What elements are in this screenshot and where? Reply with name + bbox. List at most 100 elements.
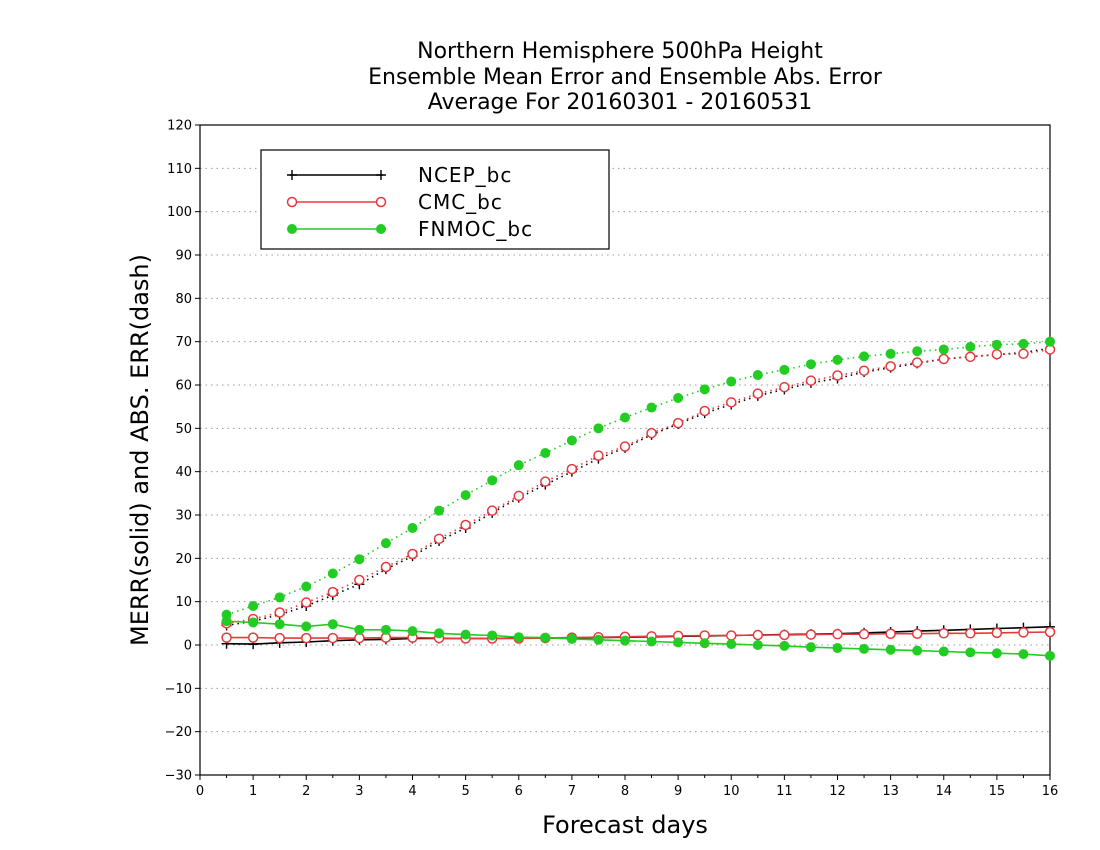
data-point-cmc-bc-merr <box>938 628 949 639</box>
data-point-cmc-bc-abs-err <box>301 597 312 608</box>
data-point-fnmoc-bc-abs-err <box>434 505 445 516</box>
y-tick-label: 50 <box>175 422 192 437</box>
data-point-cmc-bc-merr <box>247 632 259 643</box>
x-tick-label: 5 <box>461 784 469 799</box>
data-point-cmc-bc-merr <box>911 628 923 639</box>
data-point-fnmoc-bc-merr <box>460 629 471 640</box>
data-point-cmc-bc-abs-err <box>699 405 710 417</box>
y-axis: −30 −20 −10 0 10 20 30 40 50 60 70 80 90 100 110 120 <box>165 119 200 784</box>
x-tick-label: 6 <box>515 784 523 799</box>
data-point-fnmoc-bc-abs-err <box>646 402 657 413</box>
series-cmc-bc <box>221 344 1056 644</box>
data-point-fnmoc-bc-merr <box>1045 650 1055 661</box>
data-point-fnmoc-bc-merr <box>380 624 391 635</box>
y-tick-label: 70 <box>175 335 192 350</box>
data-point-fnmoc-bc-merr <box>832 643 843 654</box>
chart-title-line-1: Northern Hemisphere 500hPa Height <box>417 39 823 64</box>
series-line-ncep-bc-abs-err <box>226 347 1051 627</box>
legend-marker <box>286 196 298 208</box>
data-point-fnmoc-bc-abs-err <box>566 435 577 446</box>
y-tick-label: 120 <box>167 119 192 134</box>
series-line-fnmoc-bc-abs-err <box>226 340 1051 616</box>
y-axis-label: MERR(solid) and ABS. ERR(dash) <box>126 254 154 646</box>
data-point-fnmoc-bc-merr <box>248 617 259 628</box>
data-point-cmc-bc-abs-err <box>327 586 339 598</box>
data-point-fnmoc-bc-merr <box>752 640 763 650</box>
y-tick-label: −20 <box>165 725 192 740</box>
data-point-fnmoc-bc-merr <box>593 634 604 645</box>
x-tick-label: 4 <box>408 784 416 799</box>
x-tick-label: 11 <box>776 784 793 799</box>
data-point-cmc-bc-abs-err <box>513 490 524 502</box>
data-point-fnmoc-bc-merr <box>673 637 684 648</box>
y-tick-label: 90 <box>175 249 192 264</box>
data-point-cmc-bc-abs-err <box>779 381 790 393</box>
data-point-fnmoc-bc-merr <box>726 639 737 650</box>
data-point-fnmoc-bc-abs-err <box>1018 338 1029 349</box>
data-point-fnmoc-bc-abs-err <box>673 393 684 403</box>
x-tick-label: 15 <box>989 784 1006 799</box>
x-tick-label: 13 <box>882 784 899 799</box>
legend-marker <box>375 196 387 208</box>
data-point-fnmoc-bc-abs-err <box>487 475 498 486</box>
y-tick-label: 20 <box>175 552 192 567</box>
data-point-fnmoc-bc-merr <box>620 635 630 646</box>
data-point-cmc-bc-abs-err <box>646 427 657 439</box>
x-axis-label: Forecast days <box>542 811 708 839</box>
data-point-fnmoc-bc-abs-err <box>805 359 816 370</box>
data-point-cmc-bc-abs-err <box>805 375 817 386</box>
data-point-fnmoc-bc-merr <box>540 632 551 643</box>
data-point-cmc-bc-abs-err <box>619 441 631 452</box>
data-point-fnmoc-bc-abs-err <box>274 592 285 603</box>
series-line-cmc-bc-abs-err <box>226 348 1051 625</box>
data-point-fnmoc-bc-abs-err <box>726 376 737 387</box>
data-point-cmc-bc-abs-err <box>965 351 976 363</box>
data-point-cmc-bc-abs-err <box>593 450 604 461</box>
data-point-fnmoc-bc-abs-err <box>327 568 338 579</box>
data-point-fnmoc-bc-merr <box>779 640 790 651</box>
data-point-cmc-bc-merr <box>327 632 339 644</box>
y-tick-label: 30 <box>175 509 192 524</box>
data-point-cmc-bc-merr <box>274 632 285 644</box>
chart-title: Northern Hemisphere 500hPa Height Ensemb… <box>368 39 883 115</box>
x-tick-label: 8 <box>621 784 629 799</box>
legend-item-fnmoc-bc: FNMOC_bc <box>287 217 533 241</box>
data-point-fnmoc-bc-abs-err <box>248 601 259 611</box>
data-point-cmc-bc-abs-err <box>433 533 445 545</box>
data-point-fnmoc-bc-merr <box>566 633 577 644</box>
data-point-fnmoc-bc-abs-err <box>221 609 232 620</box>
legend-marker <box>376 224 386 234</box>
legend-label: FNMOC_bc <box>418 217 533 241</box>
data-point-cmc-bc-abs-err <box>486 505 498 516</box>
data-point-fnmoc-bc-merr <box>885 644 896 655</box>
data-point-fnmoc-bc-abs-err <box>460 490 471 501</box>
data-point-cmc-bc-abs-err <box>540 476 551 487</box>
data-point-cmc-bc-merr <box>991 627 1003 639</box>
data-point-cmc-bc-merr <box>858 628 870 640</box>
data-point-fnmoc-bc-merr <box>965 647 976 658</box>
data-point-fnmoc-bc-abs-err <box>912 346 923 357</box>
data-point-fnmoc-bc-merr <box>274 619 285 630</box>
data-point-cmc-bc-abs-err <box>566 463 578 475</box>
data-point-cmc-bc-merr <box>832 628 843 640</box>
data-point-cmc-bc-merr <box>965 628 976 639</box>
y-tick-label: −10 <box>165 682 192 697</box>
data-point-fnmoc-bc-merr <box>938 646 949 657</box>
data-point-cmc-bc-merr <box>885 628 896 639</box>
data-point-fnmoc-bc-abs-err <box>965 341 976 352</box>
data-point-fnmoc-bc-abs-err <box>301 581 312 592</box>
legend-marker <box>287 224 297 234</box>
x-tick-label: 16 <box>1042 784 1059 799</box>
data-point-fnmoc-bc-abs-err <box>885 348 896 359</box>
chart-title-line-3: Average For 20160301 - 20160531 <box>428 90 813 115</box>
data-point-fnmoc-bc-merr <box>646 636 657 647</box>
y-tick-label: −30 <box>165 769 192 784</box>
data-point-fnmoc-bc-abs-err <box>513 460 524 471</box>
data-point-cmc-bc-merr <box>1044 626 1056 638</box>
x-tick-label: 2 <box>302 784 310 799</box>
data-point-fnmoc-bc-merr <box>327 619 338 630</box>
legend-marker <box>376 170 386 180</box>
data-point-cmc-bc-abs-err <box>885 361 896 372</box>
series-layer <box>221 336 1056 661</box>
data-point-cmc-bc-abs-err <box>726 397 737 408</box>
